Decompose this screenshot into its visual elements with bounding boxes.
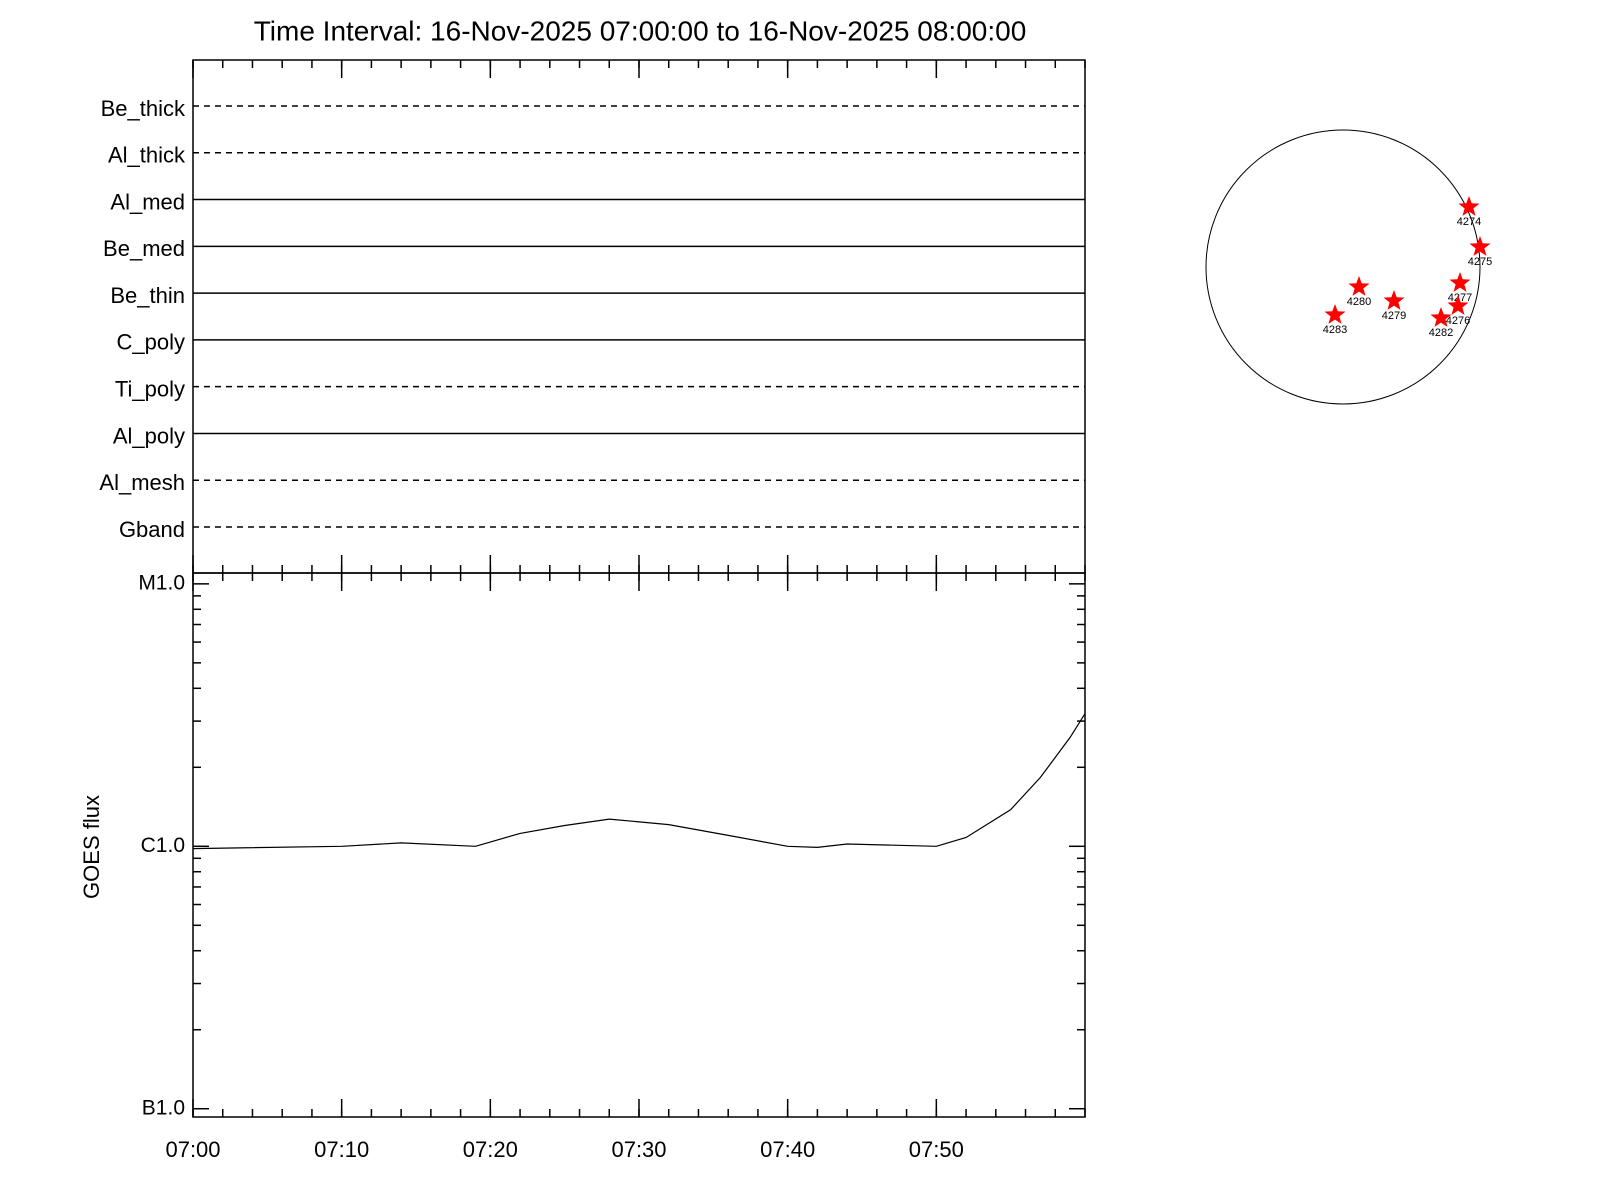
filter-label: Al_poly — [113, 423, 185, 448]
filter-label: Al_thick — [108, 143, 186, 168]
region-star — [1458, 196, 1480, 216]
region-star — [1469, 236, 1491, 256]
region-label: 4274 — [1457, 216, 1481, 228]
region-star — [1449, 272, 1471, 292]
filter-label: Be_thin — [110, 283, 185, 308]
y-tick-label: B1.0 — [142, 1096, 185, 1119]
x-tick-label: 07:10 — [314, 1137, 369, 1162]
filter-label: Al_mesh — [99, 470, 185, 495]
region-star — [1348, 276, 1370, 296]
region-star — [1447, 295, 1469, 315]
region-label: 4283 — [1323, 324, 1347, 336]
goes-line — [192, 713, 1086, 850]
y-tick-label: C1.0 — [141, 834, 185, 857]
x-tick-label: 07:00 — [165, 1137, 220, 1162]
filter-label: Ti_poly — [115, 376, 185, 401]
region-star — [1383, 290, 1405, 310]
region-star — [1430, 307, 1452, 327]
region-label: 4275 — [1468, 256, 1492, 268]
filter-label: C_poly — [117, 330, 185, 355]
filter-panel — [192, 59, 1086, 574]
region-label: 4282 — [1429, 327, 1453, 339]
goes-panel — [192, 572, 1086, 1118]
region-label: 4277 — [1448, 292, 1472, 304]
region-star — [1324, 304, 1346, 324]
region-label: 4280 — [1347, 296, 1371, 308]
x-tick-label: 07:30 — [611, 1137, 666, 1162]
filter-label: Be_thick — [101, 96, 186, 121]
x-tick-label: 07:20 — [463, 1137, 518, 1162]
filter-label: Be_med — [103, 236, 185, 261]
region-label: 4276 — [1446, 315, 1470, 327]
chart-title: Time Interval: 16-Nov-2025 07:00:00 to 1… — [254, 15, 1027, 46]
filter-label: Gband — [119, 517, 185, 542]
sun-disk — [1205, 129, 1481, 405]
y-tick-label: M1.0 — [138, 571, 185, 594]
x-tick-label: 07:50 — [909, 1137, 964, 1162]
region-label: 4279 — [1382, 310, 1406, 322]
x-tick-label: 07:40 — [760, 1137, 815, 1162]
y-axis-label: GOES flux — [79, 795, 104, 899]
filter-label: Al_med — [110, 189, 185, 214]
